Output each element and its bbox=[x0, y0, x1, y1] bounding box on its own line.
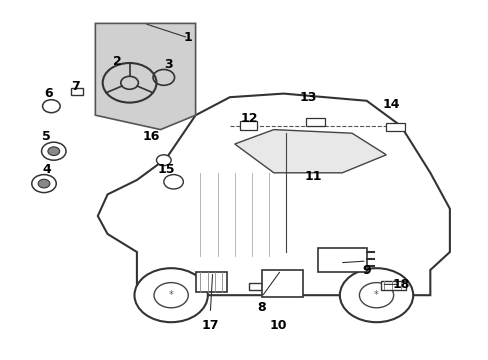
Polygon shape bbox=[234, 130, 386, 173]
Text: 10: 10 bbox=[269, 319, 287, 332]
Circle shape bbox=[163, 175, 183, 189]
Circle shape bbox=[48, 147, 60, 156]
Text: 3: 3 bbox=[164, 58, 173, 71]
Text: *: * bbox=[168, 290, 173, 300]
Bar bbox=[386, 123, 404, 131]
Text: 14: 14 bbox=[382, 98, 399, 111]
Bar bbox=[71, 88, 83, 95]
Bar bbox=[317, 248, 366, 272]
Circle shape bbox=[32, 175, 56, 193]
Text: 12: 12 bbox=[240, 112, 258, 125]
Bar bbox=[195, 272, 227, 292]
Text: 5: 5 bbox=[42, 130, 51, 143]
Text: 1: 1 bbox=[183, 31, 192, 44]
Text: 18: 18 bbox=[391, 278, 409, 291]
Text: *: * bbox=[373, 290, 378, 300]
Bar bbox=[261, 270, 303, 297]
Circle shape bbox=[359, 283, 393, 308]
Circle shape bbox=[38, 179, 50, 188]
Text: 7: 7 bbox=[71, 80, 80, 93]
Circle shape bbox=[42, 100, 60, 113]
Text: 2: 2 bbox=[113, 55, 122, 68]
Polygon shape bbox=[95, 23, 195, 130]
Circle shape bbox=[134, 268, 207, 322]
Text: 16: 16 bbox=[142, 130, 160, 143]
Bar bbox=[305, 118, 325, 126]
Bar bbox=[381, 281, 405, 290]
Polygon shape bbox=[98, 94, 449, 295]
Text: 9: 9 bbox=[362, 264, 370, 276]
Circle shape bbox=[154, 283, 188, 308]
Text: 8: 8 bbox=[257, 301, 265, 314]
Text: 11: 11 bbox=[304, 170, 321, 183]
Bar bbox=[249, 283, 261, 290]
Bar bbox=[239, 121, 256, 130]
Text: 13: 13 bbox=[299, 91, 316, 104]
Text: 6: 6 bbox=[44, 87, 53, 100]
Circle shape bbox=[41, 142, 66, 160]
Circle shape bbox=[156, 155, 171, 166]
Circle shape bbox=[339, 268, 412, 322]
Text: 15: 15 bbox=[157, 163, 175, 176]
Text: 17: 17 bbox=[201, 319, 219, 332]
Text: 4: 4 bbox=[42, 163, 51, 176]
